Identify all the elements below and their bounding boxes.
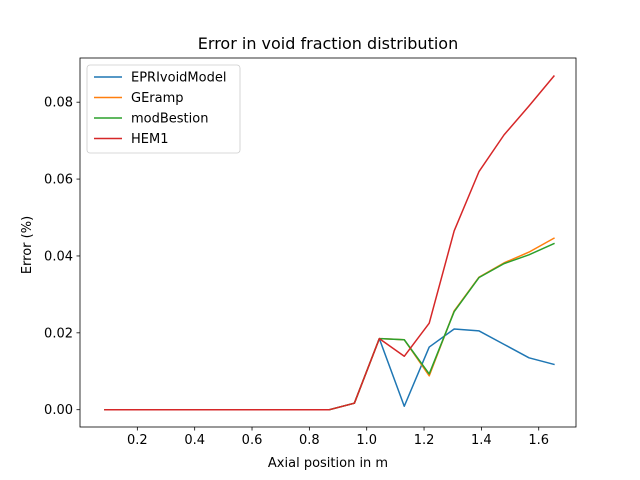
- x-axis-label: Axial position in m: [268, 456, 388, 471]
- x-tick-label: 0.4: [184, 433, 205, 448]
- legend-label: GEramp: [131, 91, 184, 106]
- axes-layer: 0.2 0.4 0.6 0.8 1.0 1.2 1.4 1.6 0.00 0.02 0.04 0.06…: [44, 57, 577, 448]
- legend: EPRIvoidModel GEramp modBestion HEM1: [86, 64, 241, 154]
- plot-frame: [79, 57, 577, 428]
- x-tick-label: 1.6: [528, 433, 549, 448]
- legend-label: modBestion: [131, 112, 208, 127]
- y-axis-label: Error (%): [20, 216, 35, 274]
- y-tick-label: 0.00: [44, 403, 73, 418]
- y-tick-label: 0.06: [44, 173, 73, 188]
- y-tick-label: 0.08: [44, 96, 73, 111]
- x-tick-label: 0.8: [299, 433, 320, 448]
- legend-box: [86, 64, 241, 154]
- chart-title: Error in void fraction distribution: [198, 34, 458, 53]
- series-line-HEM1: [104, 75, 555, 411]
- series-layer: [104, 75, 555, 411]
- x-tick-label: 1.2: [414, 433, 435, 448]
- y-tick-label: 0.04: [44, 249, 73, 264]
- x-tick-label: 0.6: [242, 433, 263, 448]
- legend-label: EPRIvoidModel: [131, 71, 226, 86]
- x-tick-label: 0.2: [127, 433, 148, 448]
- x-tick-label: 1.4: [471, 433, 492, 448]
- y-tick-label: 0.02: [44, 326, 73, 341]
- legend-label: HEM1: [131, 132, 168, 147]
- x-tick-label: 1.0: [356, 433, 377, 448]
